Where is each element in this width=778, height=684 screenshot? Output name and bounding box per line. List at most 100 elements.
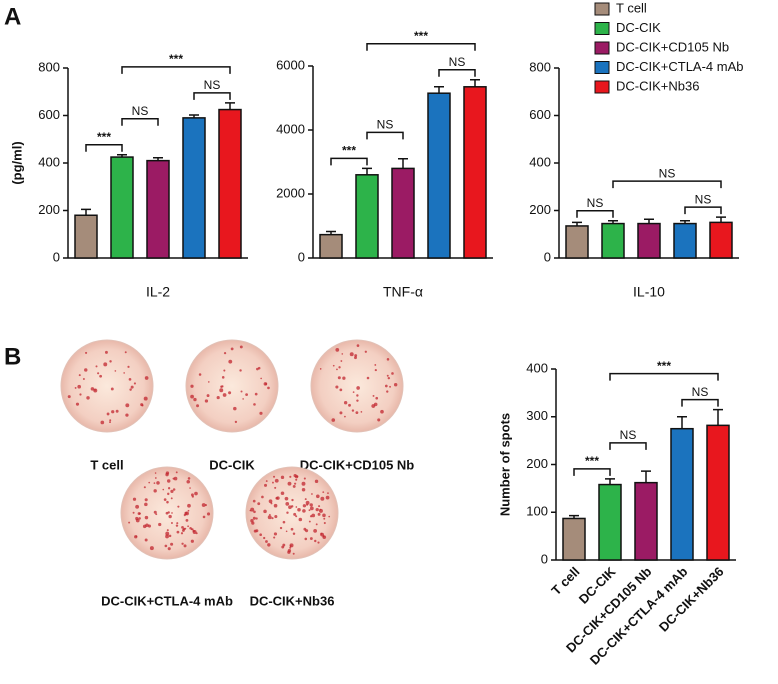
spot — [166, 529, 169, 532]
spot — [260, 377, 262, 380]
bar — [601, 222, 625, 259]
spot — [153, 489, 157, 493]
error-bar — [569, 514, 579, 519]
spot — [190, 528, 193, 531]
spot — [356, 394, 359, 397]
error-bar — [572, 221, 582, 226]
spot — [328, 515, 331, 518]
significance-label: *** — [657, 359, 671, 373]
spot — [177, 505, 180, 508]
spot — [97, 372, 100, 375]
bar — [74, 214, 98, 259]
spot — [374, 368, 377, 372]
spot — [234, 420, 238, 424]
spot — [295, 478, 298, 481]
error-bar — [117, 153, 127, 158]
spot — [194, 491, 198, 496]
spot — [384, 384, 388, 388]
spot — [374, 364, 377, 366]
error-bar — [326, 230, 336, 235]
y-tick-label: 300 — [526, 408, 548, 423]
error-bar — [644, 218, 654, 224]
spot — [356, 386, 360, 390]
spot — [167, 492, 170, 496]
spot — [295, 515, 298, 518]
significance-label: *** — [585, 454, 599, 468]
spot — [187, 525, 190, 528]
significance-bracket — [121, 66, 231, 74]
significance-bracket — [684, 206, 722, 215]
spot — [172, 488, 176, 491]
spot — [253, 403, 256, 406]
spot — [170, 489, 174, 493]
spot — [206, 394, 210, 398]
spot — [141, 404, 144, 407]
spot — [127, 365, 130, 368]
spot — [332, 364, 335, 367]
spot — [323, 521, 326, 525]
error-bar — [189, 114, 199, 118]
spot — [292, 532, 296, 535]
spot — [240, 390, 243, 393]
spot — [74, 386, 77, 389]
spot — [90, 387, 95, 391]
spot — [253, 529, 257, 533]
y-tick-label: 200 — [38, 202, 60, 217]
bar — [673, 222, 697, 259]
significance-label: NS — [587, 196, 604, 210]
well-label: DC-CIK+CD105 Nb — [300, 457, 415, 472]
spot — [167, 487, 171, 490]
spot — [148, 481, 151, 484]
significance-label: NS — [377, 118, 394, 132]
y-tick-label: 600 — [38, 107, 60, 122]
spot — [289, 475, 292, 478]
spot — [124, 351, 127, 354]
spot — [292, 484, 296, 488]
legend-label: DC-CIK+Nb36 — [616, 78, 699, 93]
significance-bracket — [121, 117, 159, 126]
spot — [250, 507, 255, 512]
y-tick-label: 800 — [529, 59, 551, 74]
spot — [82, 377, 85, 380]
significance-bracket — [193, 92, 231, 100]
spot — [268, 513, 271, 516]
x-axis-label: TNF-α — [383, 284, 423, 300]
spot — [190, 539, 194, 543]
spot — [389, 385, 391, 388]
spot — [313, 529, 317, 533]
error-bar — [153, 157, 163, 161]
spot — [317, 541, 320, 544]
spot — [360, 411, 363, 413]
spot — [185, 511, 189, 516]
spot — [230, 347, 234, 351]
significance-label: NS — [620, 428, 637, 442]
spot — [351, 409, 355, 412]
spot — [273, 536, 276, 539]
spot — [340, 360, 343, 362]
spot — [335, 348, 340, 352]
y-axis-label: Number of spots — [497, 413, 512, 516]
bar — [670, 427, 694, 561]
spot — [187, 477, 191, 480]
spot — [322, 491, 325, 494]
spot — [144, 498, 148, 502]
spot — [239, 369, 242, 372]
spot — [263, 509, 267, 514]
spot — [375, 396, 379, 400]
spot — [154, 472, 157, 474]
spot — [274, 486, 277, 489]
spot — [304, 537, 308, 541]
spot — [274, 515, 278, 519]
spot — [286, 511, 289, 514]
bar — [427, 92, 451, 259]
legend-swatch — [594, 80, 610, 94]
bar — [709, 221, 733, 259]
spot — [289, 543, 294, 548]
elispot-well — [245, 466, 339, 560]
spot — [267, 386, 270, 390]
spot — [193, 397, 197, 402]
spot — [323, 517, 326, 520]
spot — [114, 370, 117, 372]
spot — [255, 517, 258, 520]
y-tick-label: 0 — [544, 249, 551, 264]
